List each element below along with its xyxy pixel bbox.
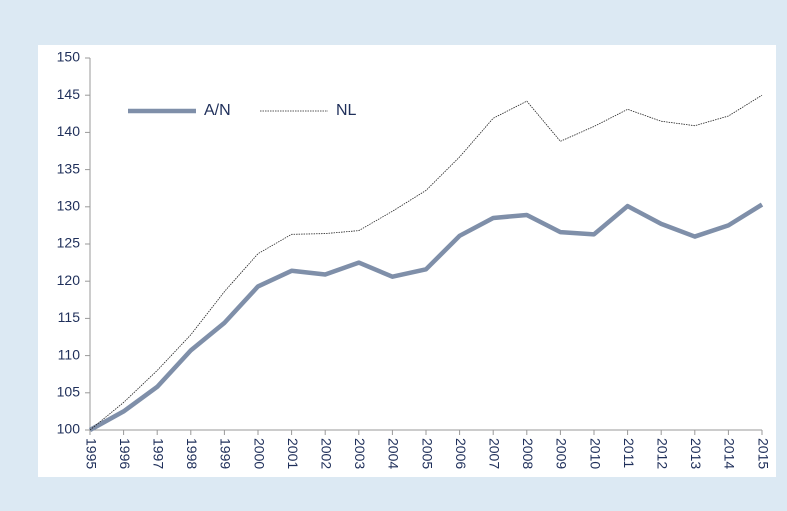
y-tick-label: 150 bbox=[57, 49, 81, 65]
x-tick-label: 2013 bbox=[688, 438, 704, 469]
x-tick-label: 2014 bbox=[722, 438, 738, 469]
x-tick-label: 2008 bbox=[520, 438, 536, 469]
y-tick-label: 140 bbox=[57, 123, 81, 139]
x-tick-label: 2004 bbox=[386, 438, 402, 469]
series-line bbox=[88, 202, 764, 432]
x-tick-label: 1996 bbox=[117, 438, 133, 469]
y-tick-label: 120 bbox=[57, 272, 81, 288]
y-tick-label: 125 bbox=[57, 235, 81, 251]
y-tick-label: 135 bbox=[57, 160, 81, 176]
y-tick-label: 115 bbox=[58, 309, 81, 325]
y-tick-label: 130 bbox=[57, 198, 81, 214]
x-tick-label: 2007 bbox=[486, 438, 502, 469]
x-tick-label: 1997 bbox=[150, 438, 166, 469]
y-tick-label: 145 bbox=[57, 86, 81, 102]
x-tick-label: 2012 bbox=[654, 438, 670, 469]
plot-panel bbox=[38, 45, 776, 477]
y-tick-label: 110 bbox=[58, 346, 81, 362]
x-tick-label: 2000 bbox=[251, 438, 267, 469]
legend-label: NL bbox=[336, 102, 357, 119]
legend-label: A/N bbox=[204, 102, 231, 119]
y-tick-label: 100 bbox=[57, 421, 81, 437]
x-tick-label: 2005 bbox=[419, 438, 435, 469]
series-line bbox=[89, 94, 763, 431]
x-tick-label: 2010 bbox=[587, 438, 603, 469]
x-tick-label: 1999 bbox=[218, 438, 234, 469]
x-tick-label: 1995 bbox=[83, 438, 99, 469]
y-tick-label: 105 bbox=[57, 384, 81, 400]
x-tick-label: 2009 bbox=[554, 438, 570, 469]
x-tick-label: 1998 bbox=[184, 438, 200, 469]
x-tick-label: 2002 bbox=[318, 438, 334, 469]
x-tick-label: 2003 bbox=[352, 438, 368, 469]
x-tick-label: 2001 bbox=[285, 438, 301, 469]
x-tick-label: 2015 bbox=[755, 438, 771, 469]
x-tick-label: 2006 bbox=[453, 438, 469, 469]
x-tick-label: 2011 bbox=[621, 438, 637, 468]
